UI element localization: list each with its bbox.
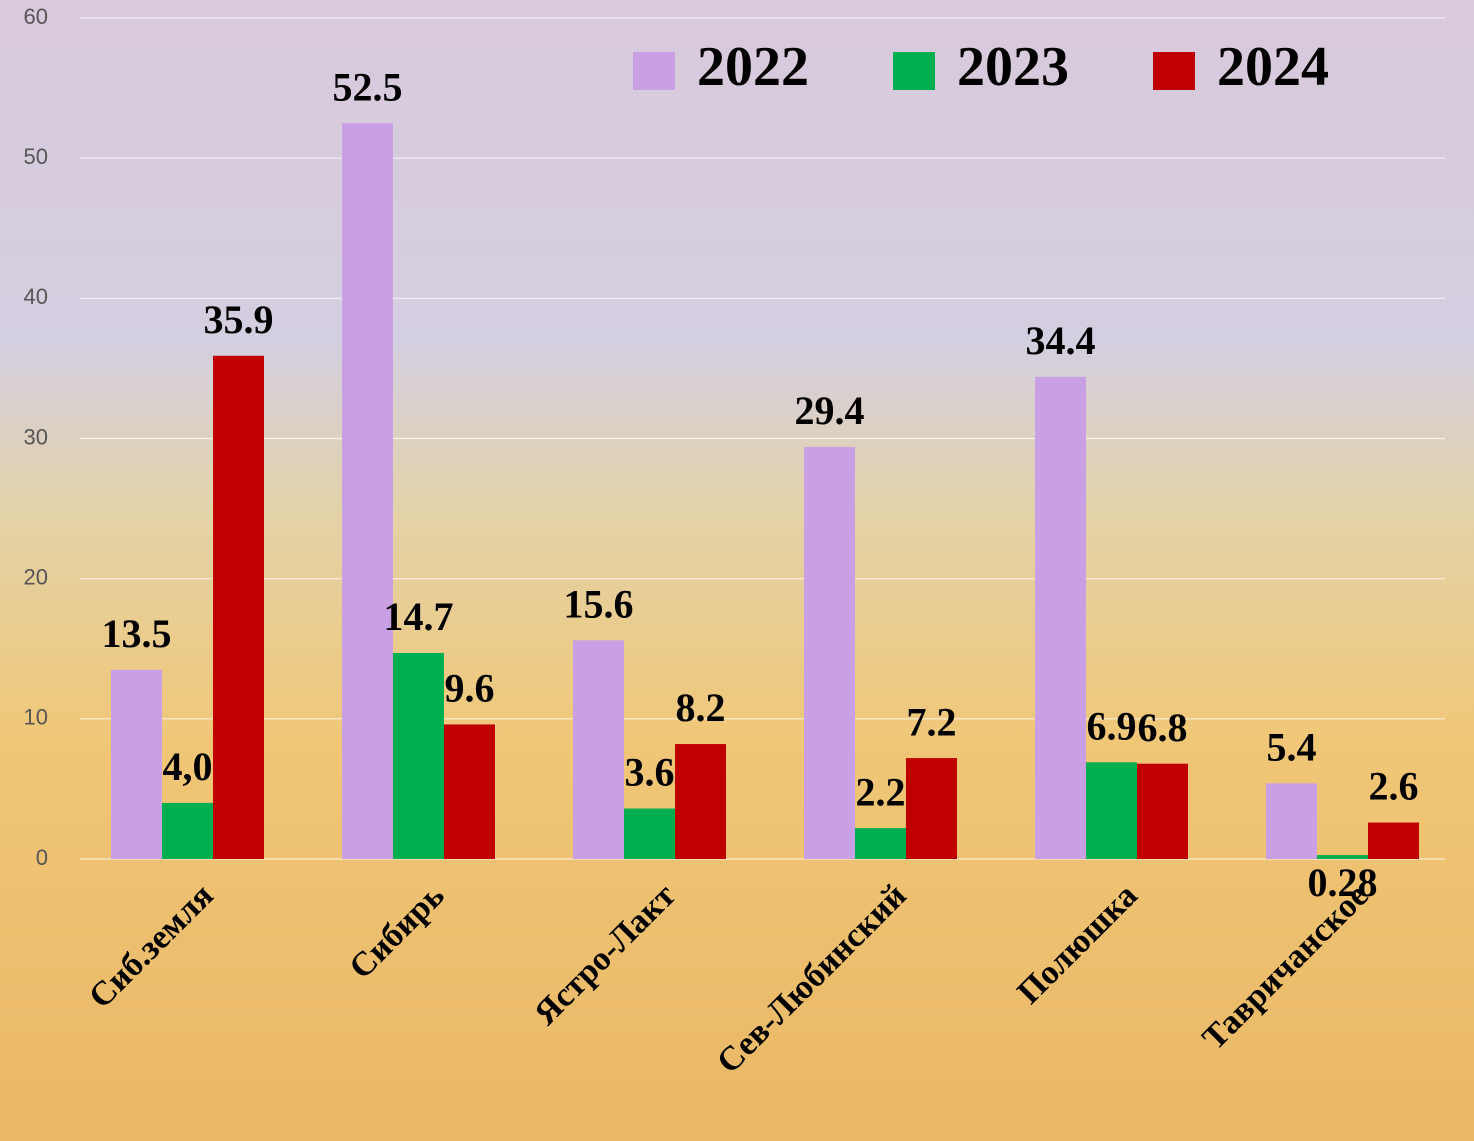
y-tick-label: 10 [24, 705, 48, 730]
bar [213, 355, 264, 859]
bar [111, 669, 162, 859]
legend-label: 2023 [957, 36, 1069, 98]
value-label: 4,0 [163, 744, 213, 789]
legend-swatch [1153, 52, 1195, 90]
bar [393, 652, 444, 859]
legend-swatch [633, 52, 675, 90]
value-label: 13.5 [102, 611, 172, 656]
y-tick-label: 60 [24, 4, 48, 29]
value-label: 6.9 [1087, 703, 1137, 748]
value-label: 34.4 [1026, 318, 1096, 363]
value-label: 2.6 [1369, 764, 1419, 809]
bar [1086, 762, 1137, 859]
value-label: 3.6 [625, 750, 675, 795]
value-label: 8.2 [676, 685, 726, 730]
value-label: 35.9 [204, 297, 274, 342]
value-label: 52.5 [333, 64, 403, 109]
bar [1368, 822, 1419, 859]
legend-label: 2022 [697, 36, 809, 98]
bar [1137, 763, 1188, 859]
y-tick-label: 50 [24, 144, 48, 169]
y-tick-label: 40 [24, 284, 48, 309]
bar [855, 828, 906, 859]
bar [1035, 376, 1086, 859]
y-tick-label: 20 [24, 564, 48, 589]
value-label: 2.2 [856, 769, 906, 814]
value-label: 0.28 [1308, 860, 1378, 905]
legend-label: 2024 [1217, 36, 1329, 98]
bar [1317, 855, 1368, 859]
value-label: 15.6 [564, 582, 634, 627]
bar [573, 640, 624, 859]
value-label: 5.4 [1267, 724, 1317, 769]
value-label: 9.6 [445, 666, 495, 711]
bar [342, 123, 393, 859]
bar [1266, 783, 1317, 859]
bar [906, 758, 957, 859]
bar [804, 446, 855, 859]
bar [444, 724, 495, 859]
bar [162, 802, 213, 859]
value-label: 6.8 [1138, 705, 1188, 750]
legend-swatch [893, 52, 935, 90]
y-tick-label: 0 [36, 845, 48, 870]
y-tick-label: 30 [24, 424, 48, 449]
bar [624, 808, 675, 859]
bar [675, 744, 726, 859]
value-label: 29.4 [795, 388, 865, 433]
value-label: 7.2 [907, 699, 957, 744]
value-label: 14.7 [384, 594, 454, 639]
